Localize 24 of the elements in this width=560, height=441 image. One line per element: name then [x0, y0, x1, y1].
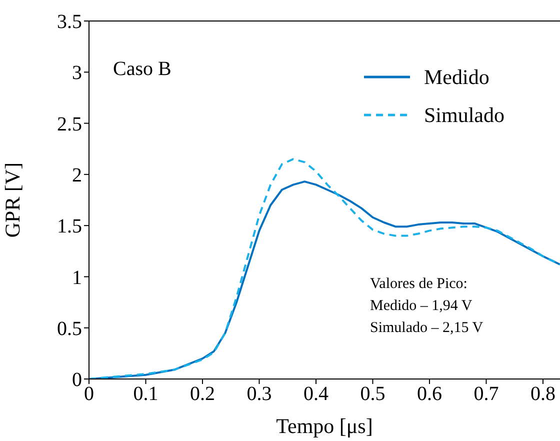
- y-tick-label: 2.5: [57, 113, 82, 136]
- y-tick-label: 1.5: [57, 216, 82, 238]
- y-axis-title: GPR [V]: [0, 162, 24, 238]
- annotation: Simulado – 2,15 V: [370, 320, 484, 336]
- x-tick-label: 0.7: [474, 383, 499, 406]
- y-tick-label: 1: [72, 266, 82, 289]
- x-tick-label: 0.4: [303, 383, 328, 406]
- x-axis-title: Tempo [μs]: [276, 414, 373, 438]
- x-tick-label: 0.6: [416, 383, 442, 406]
- legend-label: Medido: [424, 64, 490, 90]
- x-tick-label: 0.2: [190, 383, 215, 406]
- annotation: Medido – 1,94 V: [370, 298, 472, 314]
- y-tick-label: 0.5: [57, 318, 82, 340]
- x-tick-label: 0.5: [360, 383, 386, 406]
- y-tick-label: 3.5: [57, 11, 82, 34]
- y-tick-label: 0: [72, 369, 82, 392]
- x-tick-label: 0.8: [530, 383, 556, 406]
- legend-label: Simulado: [424, 102, 505, 128]
- x-tick-label: 0.1: [133, 383, 158, 406]
- y-tick-label: 2: [72, 164, 82, 187]
- y-tick-label: 3: [72, 62, 82, 84]
- annotation: Valores de Pico:: [370, 276, 468, 292]
- x-tick-label: 0.3: [246, 383, 272, 406]
- annotation: Caso B: [113, 58, 172, 80]
